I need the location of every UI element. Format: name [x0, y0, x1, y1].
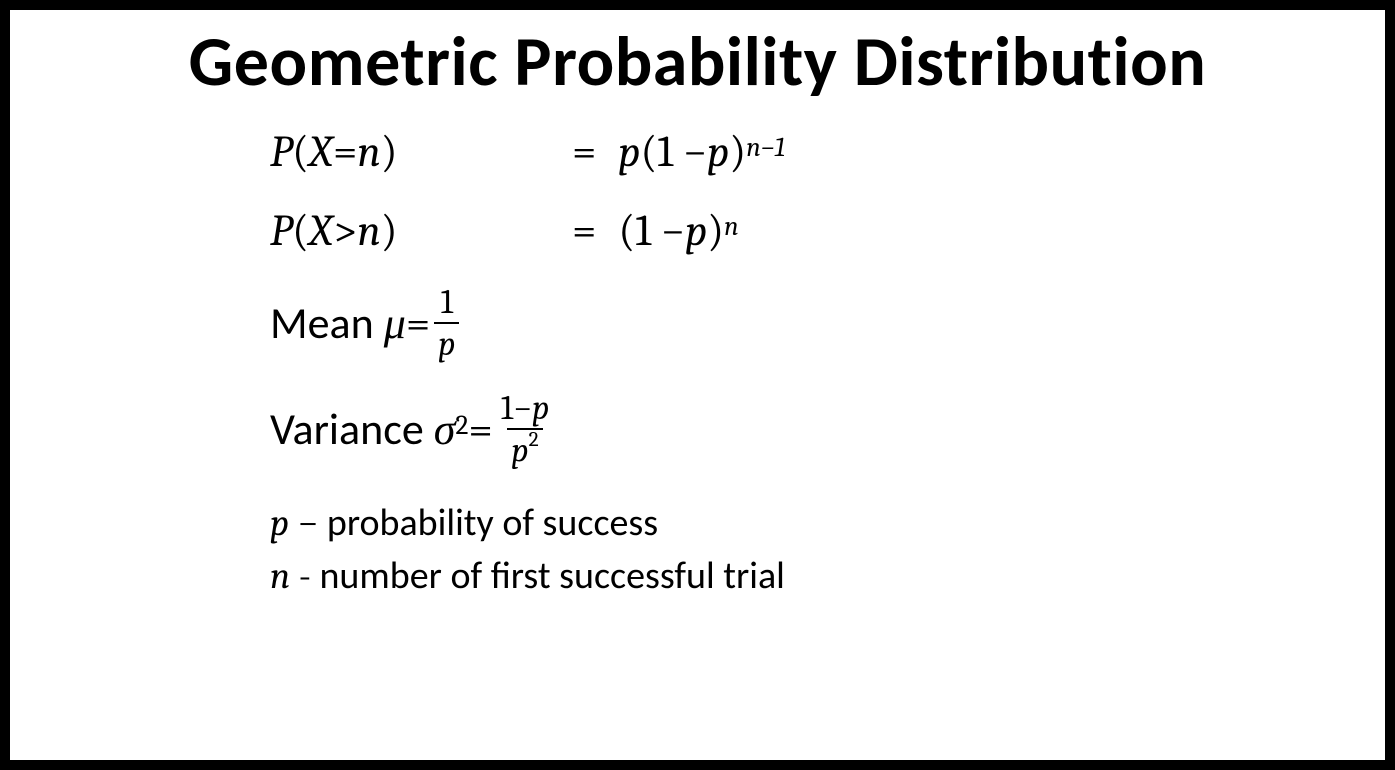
equals: =	[572, 126, 596, 177]
exp-minus1: −1	[761, 131, 785, 163]
def-n-sep: -	[299, 554, 320, 598]
num-p: p	[532, 388, 549, 428]
frac-num: 1−p	[497, 390, 554, 428]
formula-card: Geometric Probability Distribution P ( X…	[0, 0, 1395, 770]
exp-n: n	[746, 131, 761, 163]
sigma-sq: 2	[455, 409, 468, 441]
sym-X: X	[309, 126, 333, 177]
variance-fraction: 1−p p2	[497, 390, 554, 468]
formula-variance: Variance σ 2 = 1−p p2	[270, 390, 1355, 468]
paren-close: )	[381, 205, 398, 256]
def-p: p − probability of success	[270, 497, 1355, 550]
def-n-sym: n	[270, 554, 290, 598]
sym-n: n	[357, 126, 380, 177]
den-sq: 2	[529, 428, 539, 452]
variance-label: Variance	[270, 402, 424, 456]
paren-open: (	[292, 126, 309, 177]
equals: =	[468, 404, 492, 455]
sym-mu: μ	[384, 298, 406, 349]
def-p-sep: −	[297, 501, 326, 545]
def-p-sym: p	[270, 501, 289, 545]
formula-mean: Mean μ = 1 p	[270, 284, 1355, 362]
sym-p2: p	[707, 126, 729, 177]
sym-n: n	[357, 205, 380, 256]
sym-P: P	[270, 126, 292, 177]
sym-p: p	[618, 126, 640, 177]
paren-close: )	[381, 126, 398, 177]
group-close: )	[707, 205, 724, 256]
num-pre: 1−	[501, 388, 532, 428]
formula-tail: P ( X > n ) = (1 − p ) n	[270, 205, 1355, 256]
den-p: p	[511, 430, 528, 470]
frac-num: 1	[437, 284, 457, 322]
exponent: n−1	[746, 131, 785, 163]
equals: =	[572, 205, 596, 256]
sym-sigma: σ	[434, 404, 456, 455]
sym-X: X	[309, 205, 333, 256]
tail-rhs: (1 − p ) n	[618, 205, 738, 256]
content-body: P ( X = n ) = p (1 − p ) n−1 P	[40, 126, 1355, 603]
mean-label: Mean	[270, 296, 374, 350]
group-close: )	[729, 126, 746, 177]
rel-eq: =	[333, 126, 357, 177]
def-n-text: number of first successful trial	[319, 553, 784, 599]
rel-gt: >	[333, 205, 357, 256]
frac-den: p2	[507, 428, 542, 468]
mean-fraction: 1 p	[434, 284, 459, 362]
def-p-text: probability of success	[327, 500, 658, 546]
paren-open: (	[292, 205, 309, 256]
definitions: p − probability of success n - number of…	[270, 497, 1355, 603]
def-n: n - number of first successful trial	[270, 550, 1355, 603]
formula-pmf: P ( X = n ) = p (1 − p ) n−1	[270, 126, 1355, 177]
sym-p: p	[685, 205, 707, 256]
group-open: (1 −	[640, 126, 707, 177]
pmf-rhs: p (1 − p ) n−1	[618, 126, 785, 177]
sym-P: P	[270, 205, 292, 256]
pmf-lhs: P ( X = n )	[270, 126, 550, 177]
page-title: Geometric Probability Distribution	[40, 18, 1355, 104]
group-open: (1 −	[618, 205, 685, 256]
equals: =	[406, 298, 430, 349]
frac-den: p	[434, 322, 459, 362]
tail-lhs: P ( X > n )	[270, 205, 550, 256]
exp-n: n	[724, 210, 739, 242]
